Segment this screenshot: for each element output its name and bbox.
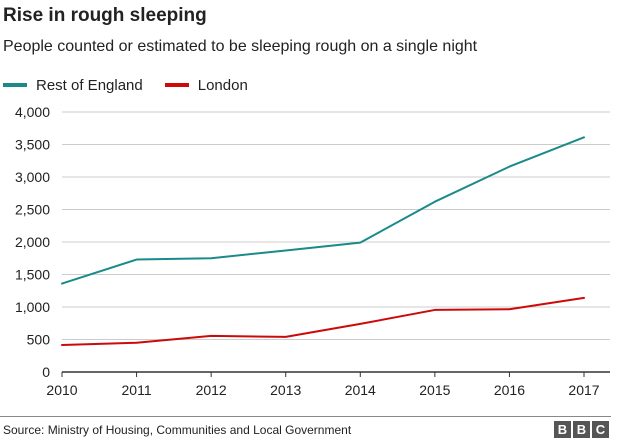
legend-swatch-london (164, 83, 189, 87)
line-chart: 0 500 1,000 1,500 2,000 2,500 3,000 3,500 4,000 2… (15, 104, 610, 398)
legend-item-rest-of-england: Rest of England (3, 77, 143, 94)
series-line-london (61, 296, 585, 347)
y-tick-label: 2,000 (15, 234, 50, 250)
y-tick-label: 3,000 (15, 169, 50, 185)
legend: Rest of England London (3, 75, 270, 95)
y-tick-label: 2,500 (15, 202, 50, 218)
y-tick-label: 1,500 (15, 267, 50, 283)
source-note: Source: Ministry of Housing, Communities… (3, 423, 352, 437)
y-tick-label: 500 (27, 332, 51, 348)
footer-divider (0, 416, 611, 417)
chart-title: Rise in rough sleeping (3, 5, 207, 26)
logo-letter: B (573, 421, 590, 438)
legend-swatch-rest-of-england (3, 83, 27, 87)
x-tick-label: 2017 (568, 382, 599, 398)
y-tick-label: 4,000 (15, 104, 50, 120)
x-tick-label: 2015 (419, 382, 450, 398)
bbc-logo: B B C (552, 421, 609, 438)
x-tick-label: 2012 (196, 382, 227, 398)
legend-item-london: London (164, 76, 248, 94)
x-tick-label: 2013 (270, 382, 301, 398)
x-tick-label: 2014 (345, 382, 376, 398)
y-tick-label: 3,500 (15, 137, 50, 153)
x-tick-label: 2010 (46, 382, 77, 398)
series-line-rest-of-england (61, 136, 585, 285)
y-tick-label: 1,000 (15, 299, 50, 315)
logo-letter: C (592, 421, 609, 438)
legend-label-rest-of-england: Rest of England (36, 76, 143, 94)
legend-label-london: London (197, 76, 248, 94)
y-tick-label: 0 (42, 364, 50, 380)
logo-letter: B (554, 421, 571, 438)
chart-subtitle: People counted or estimated to be sleepi… (3, 38, 478, 55)
x-tick-label: 2011 (122, 382, 152, 398)
x-tick-label: 2016 (494, 382, 525, 398)
